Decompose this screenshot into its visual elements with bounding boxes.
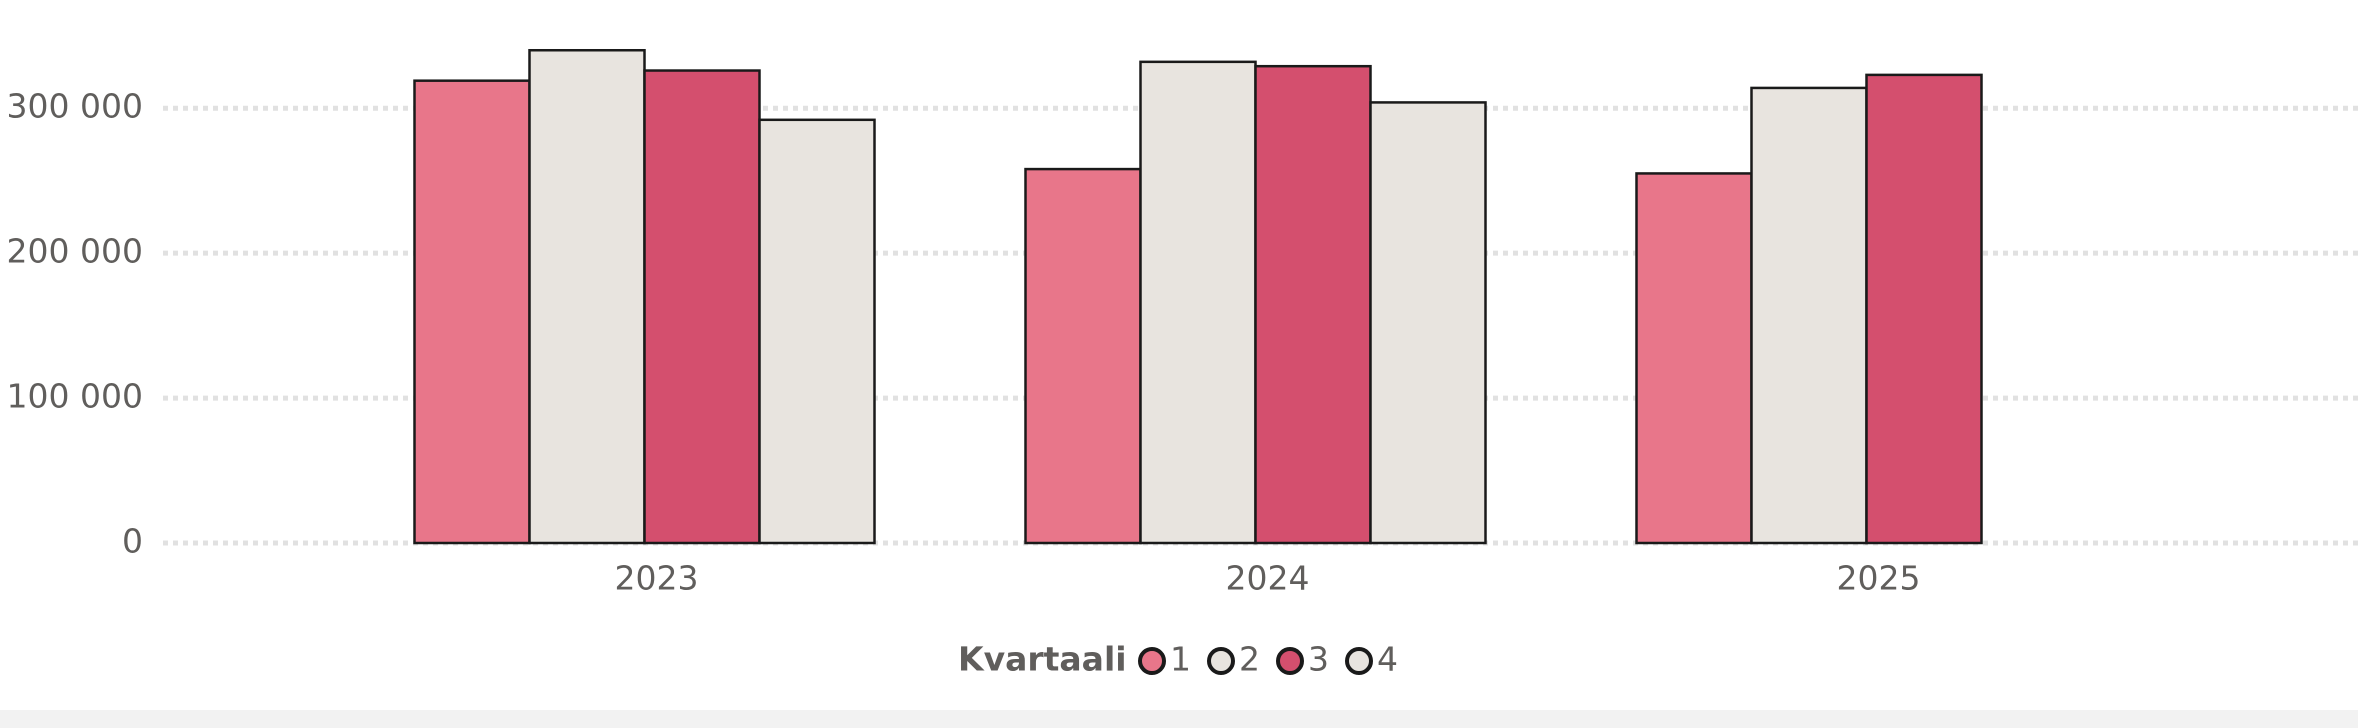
legend-swatch: [1276, 647, 1304, 675]
legend-title: Kvartaali: [958, 640, 1127, 679]
footer-band: [0, 710, 2358, 728]
legend-label: 4: [1377, 640, 1398, 679]
bar: [413, 79, 531, 545]
bar: [1635, 172, 1753, 545]
y-tick-label: 200 000: [7, 232, 143, 271]
x-tick-label: 2024: [1226, 559, 1310, 598]
bar: [758, 118, 876, 545]
legend-label: 1: [1170, 640, 1191, 679]
bar: [643, 69, 761, 545]
x-tick-label: 2023: [615, 559, 699, 598]
bar: [1024, 167, 1142, 545]
legend-swatch: [1138, 647, 1166, 675]
legend-label: 2: [1239, 640, 1260, 679]
y-tick-label: 100 000: [7, 377, 143, 416]
bar: [1139, 60, 1257, 545]
bar: [1865, 73, 1983, 545]
bar: [1369, 101, 1487, 545]
bar: [1254, 64, 1372, 545]
legend-label: 3: [1308, 640, 1329, 679]
bar: [1750, 86, 1868, 545]
y-tick-label: 0: [122, 522, 143, 561]
legend-swatch: [1345, 647, 1373, 675]
bar: [528, 48, 646, 545]
x-tick-label: 2025: [1837, 559, 1921, 598]
y-tick-label: 300 000: [7, 87, 143, 126]
legend-swatch: [1207, 647, 1235, 675]
